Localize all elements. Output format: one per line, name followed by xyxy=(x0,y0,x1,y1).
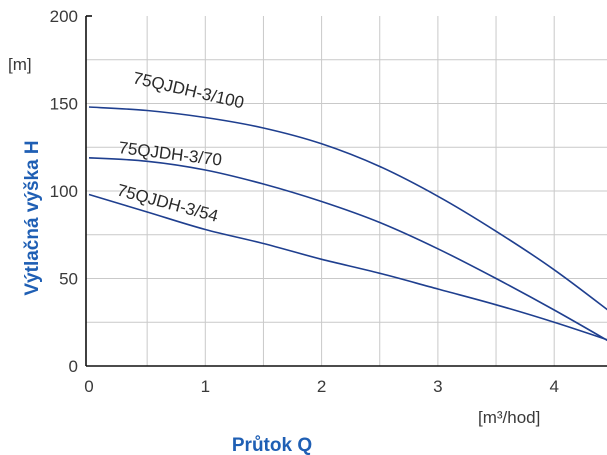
x-unit-label: [m³/hod] xyxy=(478,408,540,427)
x-axis-title: Průtok Q xyxy=(232,435,312,455)
grid-lines xyxy=(86,16,607,366)
series-label-75qjdh-3-100: 75QJDH-3/100 xyxy=(131,68,246,112)
y-tick-label: 100 xyxy=(50,182,78,201)
y-axis-title: Výtlačná výška H xyxy=(22,140,43,295)
x-tick-label: 0 xyxy=(84,377,93,396)
y-tick-label: 200 xyxy=(50,7,78,26)
y-tick-label: 50 xyxy=(59,270,78,289)
series-lines xyxy=(88,106,607,342)
y-tick-label: 150 xyxy=(50,95,78,114)
y-tick-labels: 0 50 100 150 200 xyxy=(50,7,78,376)
x-tick-label: 1 xyxy=(201,377,210,396)
x-tick-label: 2 xyxy=(317,377,326,396)
x-tick-label: 3 xyxy=(433,377,442,396)
series-line-75qjdh-3-100 xyxy=(88,106,607,311)
x-tick-labels: 0 1 2 3 4 xyxy=(84,377,559,396)
series-line-75qjdh-3-70 xyxy=(88,157,607,342)
y-unit-label: [m] xyxy=(8,55,32,74)
x-tick-label: 4 xyxy=(549,377,558,396)
y-tick-label: 0 xyxy=(69,357,78,376)
series-line-75qjdh-3-54 xyxy=(88,193,607,341)
axes xyxy=(85,15,607,367)
